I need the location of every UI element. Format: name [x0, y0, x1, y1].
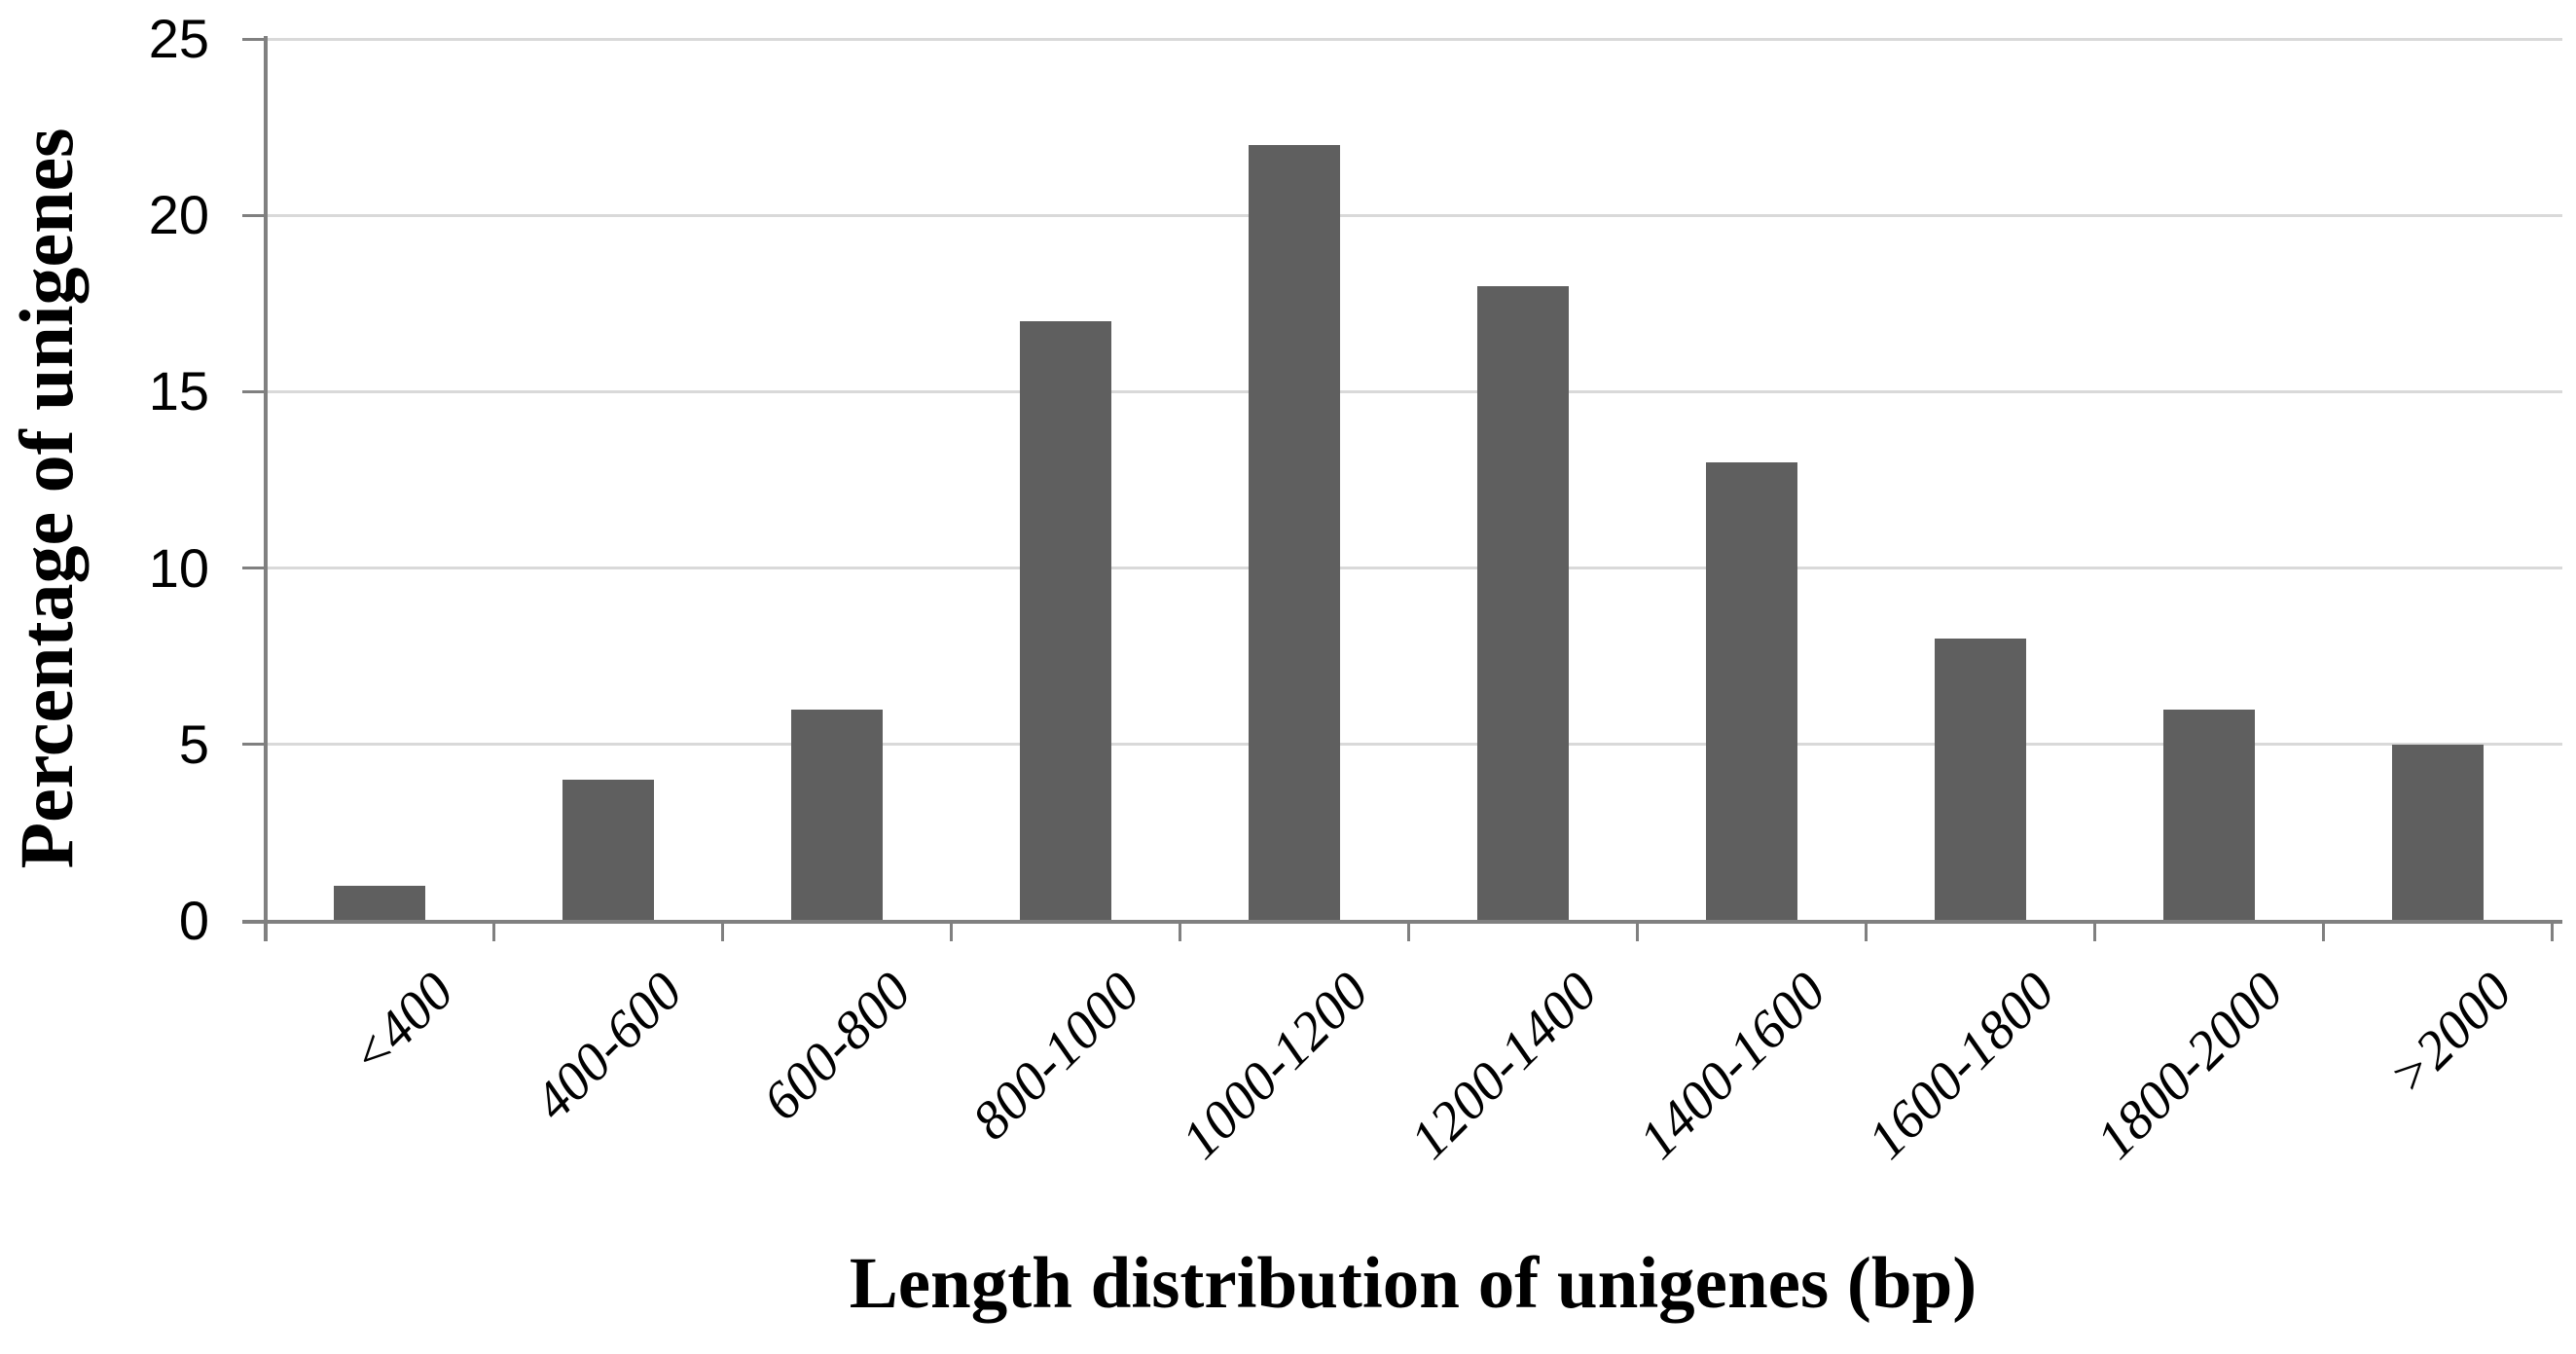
y-tick-label-15: 15	[148, 360, 209, 421]
y-tick-mark-10	[242, 567, 265, 569]
x-tick-mark-7	[1865, 921, 1868, 941]
y-tick-mark-25	[242, 38, 265, 41]
x-tick-mark-2	[721, 921, 724, 941]
bar-1400-1600	[1706, 462, 1797, 921]
gridline-y-5	[265, 743, 2562, 746]
y-tick-label-10: 10	[148, 537, 209, 599]
bar-800-1000	[1020, 321, 1111, 921]
gridline-y-25	[265, 38, 2562, 41]
x-tick-mark-6	[1636, 921, 1639, 941]
bar-<400	[334, 886, 425, 921]
x-tick-mark-9	[2322, 921, 2325, 941]
y-tick-label-5: 5	[178, 714, 209, 775]
x-axis-title: Length distribution of unigenes (bp)	[849, 1243, 1977, 1324]
y-tick-mark-5	[242, 743, 265, 746]
bar->2000	[2392, 745, 2484, 921]
x-tick-mark-4	[1179, 921, 1181, 941]
bar-1600-1800	[1935, 639, 2026, 921]
y-tick-label-20: 20	[148, 184, 209, 245]
y-tick-mark-20	[242, 214, 265, 217]
y-tick-label-0: 0	[178, 890, 209, 951]
x-tick-mark-1	[492, 921, 495, 941]
y-tick-label-25: 25	[148, 8, 209, 69]
bar-1800-2000	[2163, 710, 2255, 921]
gridline-y-15	[265, 390, 2562, 393]
x-tick-mark-3	[950, 921, 953, 941]
x-axis-line	[242, 920, 2562, 924]
gridline-y-20	[265, 214, 2562, 217]
bar-1000-1200	[1249, 145, 1340, 921]
x-tick-mark-8	[2093, 921, 2096, 941]
y-axis-line	[264, 36, 268, 941]
x-tick-mark-5	[1407, 921, 1410, 941]
y-tick-mark-15	[242, 390, 265, 393]
gridline-y-10	[265, 567, 2562, 569]
bar-600-800	[791, 710, 883, 921]
bar-400-600	[562, 780, 654, 921]
x-tick-mark-10	[2551, 921, 2554, 941]
bar-1200-1400	[1477, 286, 1569, 921]
